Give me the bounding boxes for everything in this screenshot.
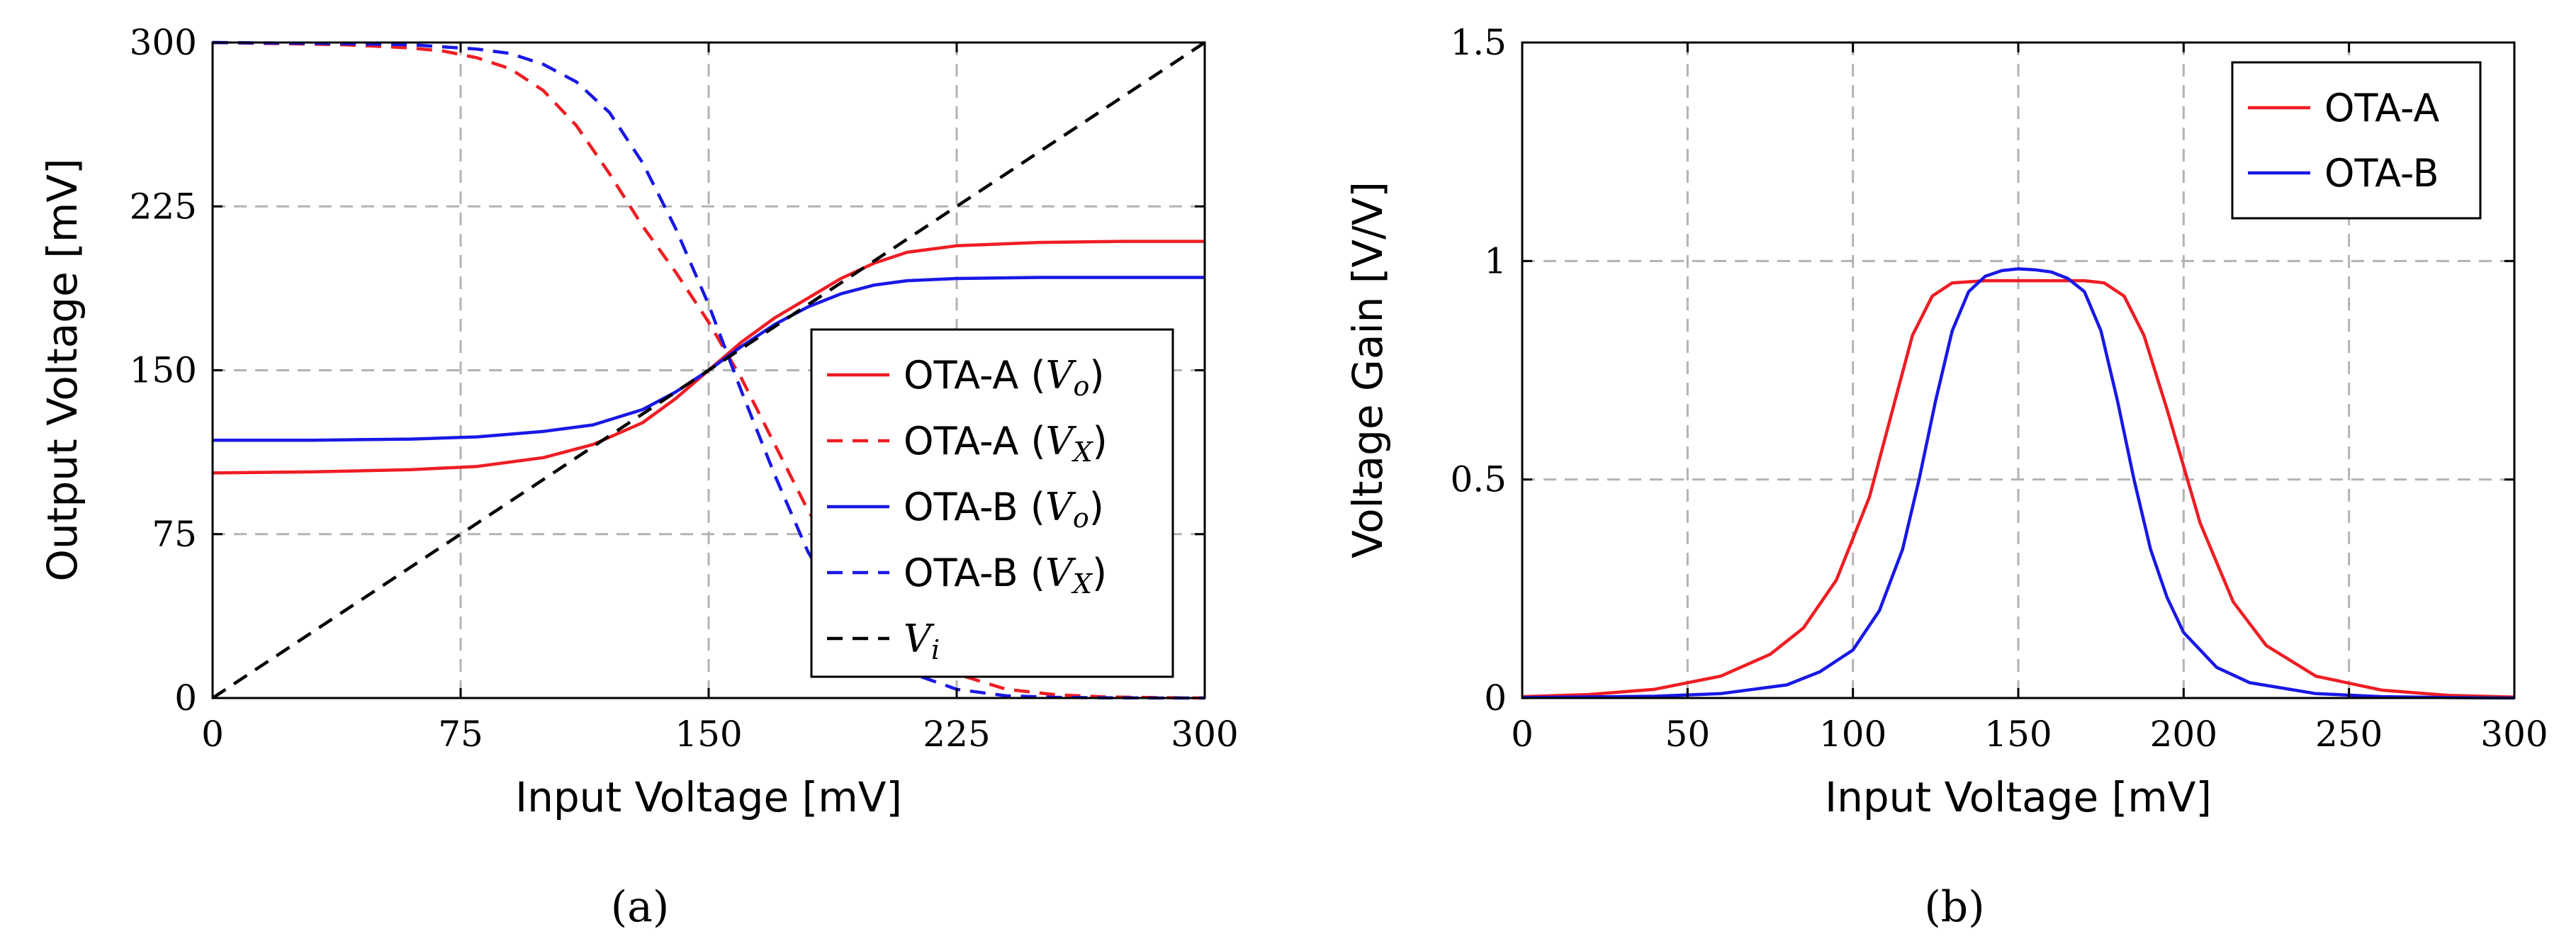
panel-b-legend-box: [2231, 61, 2482, 220]
panel-b-x-tick-label: 100: [1819, 714, 1886, 755]
panel-b-series-ota-a: [1522, 278, 2515, 699]
panel-b-y-tick-label: 0: [1484, 677, 1507, 719]
panel-a-series-ota-a-vx: [212, 40, 1205, 700]
panel-a-legend-label: OTA-B (VX): [904, 551, 1107, 600]
panel-a-legend-label: Vi: [904, 617, 940, 665]
panel-b-series-group: [1522, 267, 2515, 700]
panel-b-ticks: 0 50 100 150 200 250 300 0 0.5 1 1.5: [1450, 22, 2548, 755]
panel-a-legend-label: OTA-B (Vo): [904, 485, 1104, 534]
panel-b-y-axis-label: Voltage Gain [V/V]: [1344, 181, 1392, 558]
panel-a-x-tick-label: 0: [201, 714, 224, 755]
panel-a-legend-box: [810, 328, 1174, 678]
panel-a-legend-label: OTA-A (VX): [904, 419, 1108, 468]
panel-b-legend: OTA-A OTA-B: [2231, 61, 2482, 220]
panel-b-legend-label: OTA-B: [2324, 151, 2439, 196]
panel-a-y-tick-label: 150: [130, 350, 197, 391]
panel-a-y-tick-label: 0: [174, 677, 197, 719]
panel-a-series-ota-a-vo: [212, 240, 1205, 475]
panel-b-x-tick-label: 200: [2150, 714, 2217, 755]
panel-a-series-ota-b-vx: [212, 40, 1205, 700]
panel-b-x-tick-label: 300: [2480, 714, 2548, 755]
panel-b-y-tick-label: 1: [1484, 240, 1507, 281]
panel-b-voltage-gain-chart: 0 50 100 150 200 250 300 0 0.5 1 1.5 Input Voltage…: [1344, 22, 2548, 932]
panel-a-y-tick-label: 75: [152, 514, 197, 555]
panel-a-y-tick-label: 300: [130, 22, 197, 63]
panel-b-x-tick-label: 0: [1511, 714, 1534, 755]
panel-a-x-tick-label: 225: [923, 714, 990, 755]
panel-b-series-ota-b: [1522, 267, 2515, 700]
panel-a-y-axis-label: Output Voltage [mV]: [38, 158, 86, 581]
panel-b-legend-label: OTA-A: [2324, 86, 2439, 130]
panel-a-x-axis-label: Input Voltage [mV]: [515, 773, 902, 821]
panel-a-legend-label: OTA-A (Vo): [904, 353, 1105, 402]
panel-a-y-tick-label: 225: [130, 186, 197, 227]
panel-a-caption: (a): [611, 882, 670, 932]
panel-a-series-vi: [211, 41, 1206, 699]
panel-b-x-tick-label: 50: [1665, 714, 1711, 755]
panel-b-x-tick-label: 150: [1984, 714, 2052, 755]
panel-b-y-tick-label: 1.5: [1450, 22, 1507, 63]
panel-b-x-axis-label: Input Voltage [mV]: [1825, 773, 2212, 821]
panel-b-caption: (b): [1924, 882, 1984, 932]
panel-a-series-ota-b-vo: [213, 276, 1205, 442]
panel-b-x-tick-label: 250: [2315, 714, 2383, 755]
panel-a-x-tick-label: 300: [1171, 714, 1238, 755]
panel-a-series-group: [211, 40, 1206, 700]
panel-a-x-tick-label: 75: [438, 714, 483, 755]
panel-a-legend: OTA-A (Vo) OTA-A (VX) OTA-B (Vo) OTA-B (VX)…: [810, 328, 1174, 678]
panel-a-ticks: 0 75 150 225 300 0 75 150 225 300: [130, 22, 1239, 755]
panel-a-x-tick-label: 150: [675, 714, 742, 755]
panel-b-y-tick-label: 0.5: [1450, 459, 1507, 500]
panel-a-output-voltage-chart: 0 75 150 225 300 0 75 150 225 300 Input Voltage […: [38, 22, 1239, 932]
